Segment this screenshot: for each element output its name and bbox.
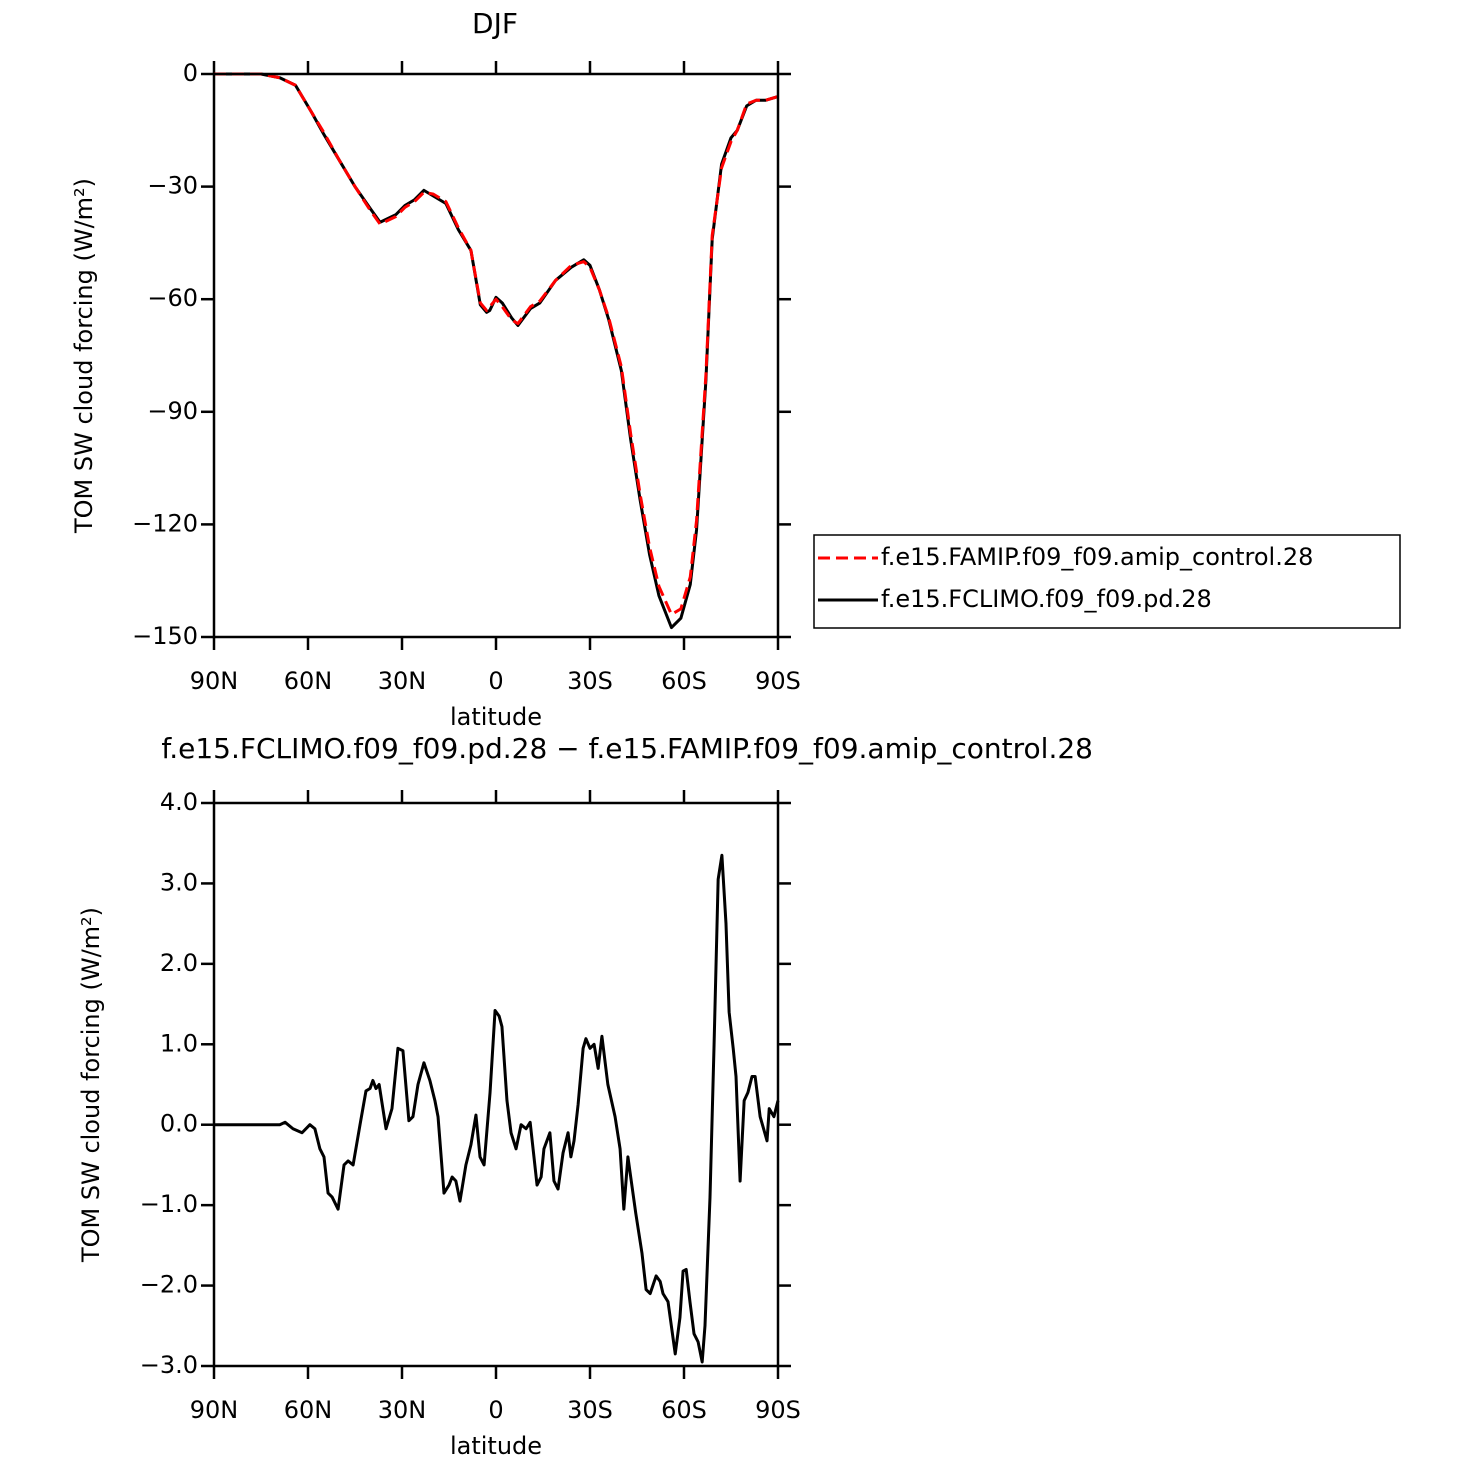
- data-line: [214, 72, 779, 616]
- y-axis-label: TOM SW cloud forcing (W/m²): [70, 178, 98, 534]
- x-tick-label: 60S: [661, 667, 707, 695]
- data-line: [214, 853, 780, 1364]
- x-tick-label: 0: [488, 1396, 503, 1424]
- plot-frame: [212, 801, 780, 1368]
- x-tick-label: 90S: [755, 667, 801, 695]
- x-tick-label: 30N: [378, 1396, 427, 1424]
- y-tick-label: 0.0: [160, 1110, 198, 1138]
- legend-box: [813, 534, 1401, 629]
- x-tick-label: 90N: [190, 667, 239, 695]
- x-tick-label: 30N: [378, 667, 427, 695]
- x-axis-label: latitude: [450, 703, 542, 731]
- y-tick-label: −1.0: [140, 1190, 198, 1218]
- y-tick-label: 1.0: [160, 1029, 198, 1057]
- plot-frame: [212, 72, 780, 639]
- y-tick-label: −150: [132, 622, 198, 650]
- x-tick-label: 30S: [567, 667, 613, 695]
- legend-label: f.e15.FCLIMO.f09_f09.pd.28: [881, 585, 1212, 613]
- legend-label: f.e15.FAMIP.f09_f09.amip_control.28: [881, 543, 1313, 571]
- x-axis-label: latitude: [450, 1432, 542, 1460]
- y-tick-label: −120: [132, 509, 198, 537]
- x-tick-label: 60N: [284, 667, 333, 695]
- y-tick-label: −3.0: [140, 1351, 198, 1379]
- x-tick-label: 0: [488, 667, 503, 695]
- x-tick-label: 30S: [567, 1396, 613, 1424]
- chart-title: f.e15.FCLIMO.f09_f09.pd.28 − f.e15.FAMIP…: [161, 732, 1093, 765]
- x-tick-label: 60N: [284, 1396, 333, 1424]
- y-tick-label: 3.0: [160, 868, 198, 896]
- y-tick-label: 2.0: [160, 949, 198, 977]
- y-tick-label: −90: [147, 397, 198, 425]
- chart-title: DJF: [472, 7, 518, 40]
- x-tick-label: 90S: [755, 1396, 801, 1424]
- x-tick-label: 90N: [190, 1396, 239, 1424]
- y-tick-label: 4.0: [160, 788, 198, 816]
- y-tick-label: −30: [147, 172, 198, 200]
- y-axis-label: TOM SW cloud forcing (W/m²): [77, 907, 105, 1263]
- y-tick-label: −60: [147, 284, 198, 312]
- y-tick-label: 0: [183, 59, 198, 87]
- x-tick-label: 60S: [661, 1396, 707, 1424]
- y-tick-label: −2.0: [140, 1271, 198, 1299]
